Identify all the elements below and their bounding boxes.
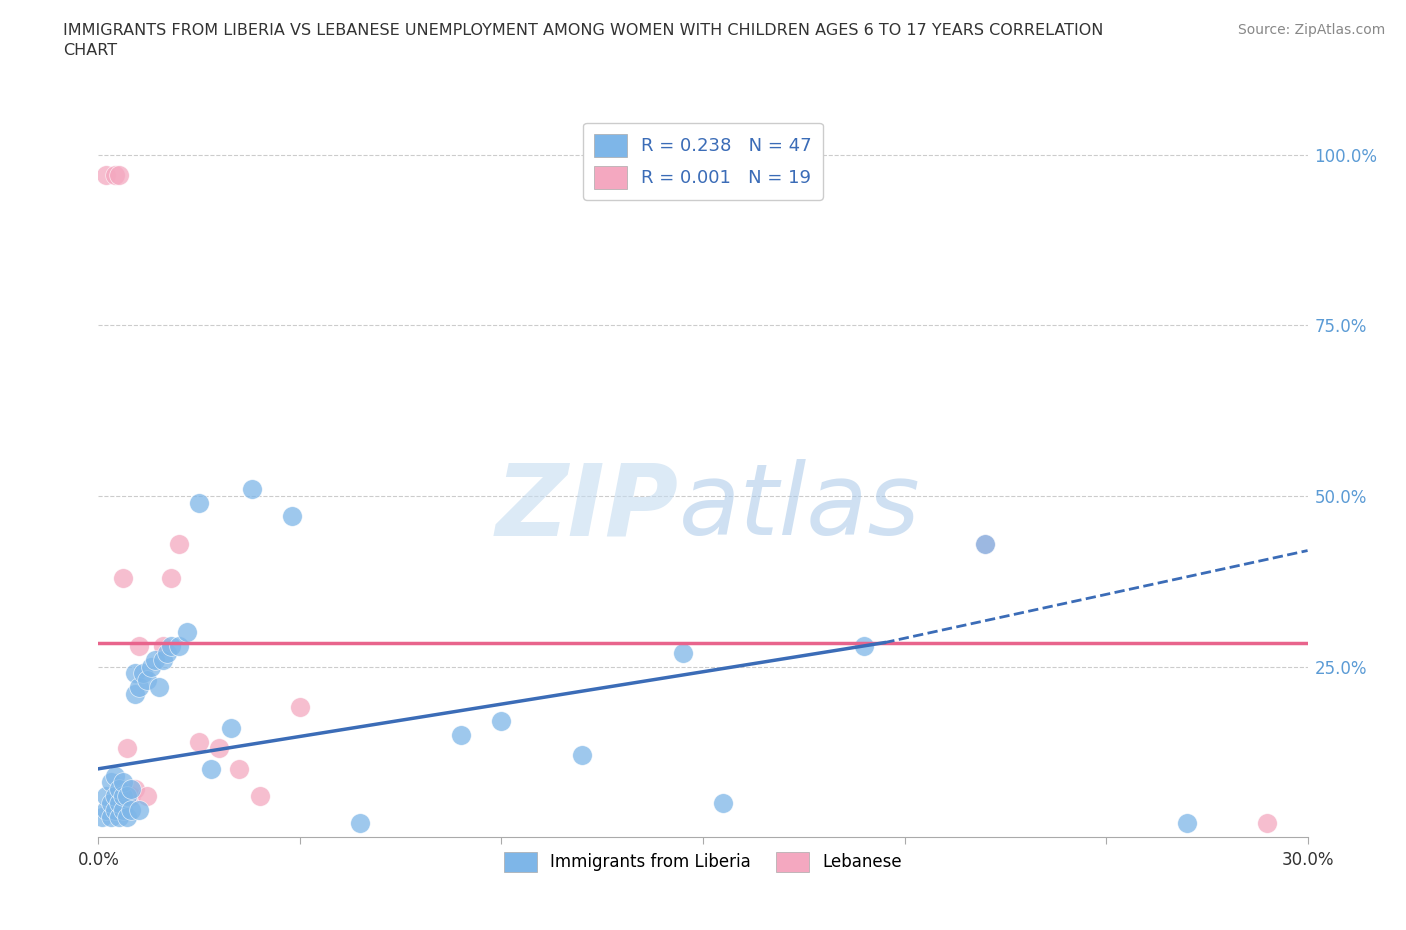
Point (1175, 816, 1198, 830)
Point (148, 680, 170, 695)
Point (120, 803, 142, 817)
Point (208, 741, 231, 756)
Point (111, 570, 134, 585)
Point (135, 789, 157, 804)
Point (711, 795, 734, 810)
Point (491, 713, 513, 728)
Point (221, 721, 243, 736)
Point (128, 680, 150, 695)
Point (974, 537, 997, 551)
Point (96, 168, 118, 183)
Point (450, 727, 472, 742)
Point (111, 803, 134, 817)
Point (120, 789, 142, 804)
Point (281, 509, 304, 524)
Point (107, 168, 129, 183)
Point (115, 809, 138, 824)
Point (167, 639, 190, 654)
Point (103, 768, 125, 783)
Point (124, 666, 146, 681)
Point (111, 789, 134, 804)
Point (228, 762, 250, 777)
Point (349, 816, 371, 830)
Point (107, 795, 129, 810)
Point (103, 803, 125, 817)
Point (160, 639, 183, 654)
Point (96, 803, 118, 817)
Text: IMMIGRANTS FROM LIBERIA VS LEBANESE UNEMPLOYMENT AMONG WOMEN WITH CHILDREN AGES : IMMIGRANTS FROM LIBERIA VS LEBANESE UNEM… (63, 23, 1104, 58)
Point (160, 570, 183, 585)
Point (103, 789, 125, 804)
Point (974, 537, 997, 551)
Point (111, 775, 134, 790)
Point (188, 734, 211, 749)
Point (107, 809, 129, 824)
Point (124, 782, 146, 797)
Point (188, 496, 211, 511)
Point (128, 803, 150, 817)
Point (128, 639, 150, 654)
Point (120, 782, 142, 797)
Text: atlas: atlas (679, 459, 921, 556)
Text: ZIP: ZIP (496, 459, 679, 556)
Point (132, 666, 155, 681)
Point (152, 639, 174, 654)
Point (91, 809, 114, 824)
Point (152, 652, 174, 667)
Point (143, 652, 166, 667)
Point (672, 645, 695, 660)
Point (240, 482, 263, 497)
Point (288, 700, 311, 715)
Point (167, 537, 190, 551)
Point (571, 748, 593, 763)
Point (115, 789, 138, 804)
Point (249, 789, 271, 804)
Point (124, 686, 146, 701)
Point (100, 809, 122, 824)
Point (135, 672, 157, 687)
Point (103, 168, 125, 183)
Point (107, 782, 129, 797)
Point (200, 762, 222, 777)
Point (156, 645, 179, 660)
Point (100, 775, 122, 790)
Legend: Immigrants from Liberia, Lebanese: Immigrants from Liberia, Lebanese (496, 845, 910, 879)
Point (853, 639, 876, 654)
Text: Source: ZipAtlas.com: Source: ZipAtlas.com (1237, 23, 1385, 37)
Point (139, 659, 162, 674)
Point (115, 741, 138, 756)
Point (1256, 816, 1278, 830)
Point (100, 795, 122, 810)
Point (176, 625, 198, 640)
Point (96, 789, 118, 804)
